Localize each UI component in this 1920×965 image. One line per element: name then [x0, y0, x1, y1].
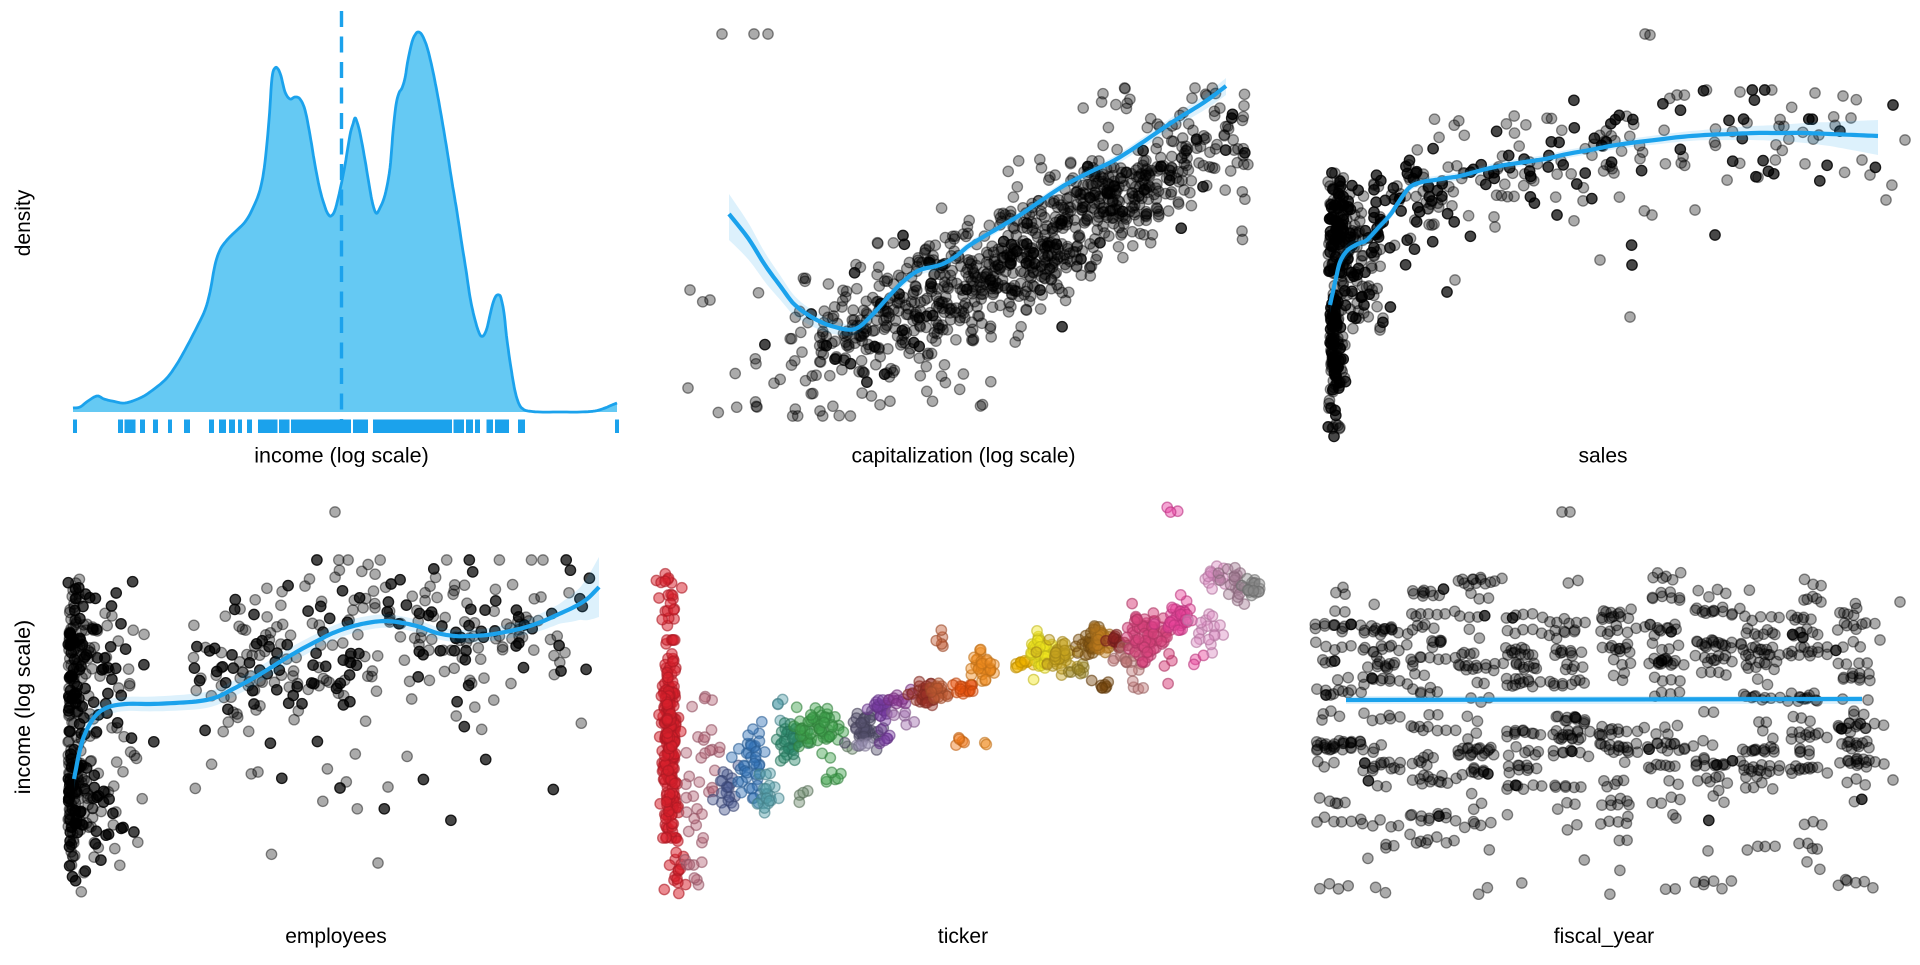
svg-text:density: density: [12, 189, 35, 256]
svg-text:capitalization (log scale): capitalization (log scale): [851, 445, 1075, 468]
svg-text:employees: employees: [285, 925, 387, 948]
svg-text:income (log scale): income (log scale): [254, 444, 428, 468]
svg-text:income (log scale): income (log scale): [11, 620, 35, 794]
svg-text:ticker: ticker: [938, 925, 988, 948]
svg-text:sales: sales: [1578, 445, 1627, 468]
svg-text:fiscal_year: fiscal_year: [1554, 925, 1654, 948]
